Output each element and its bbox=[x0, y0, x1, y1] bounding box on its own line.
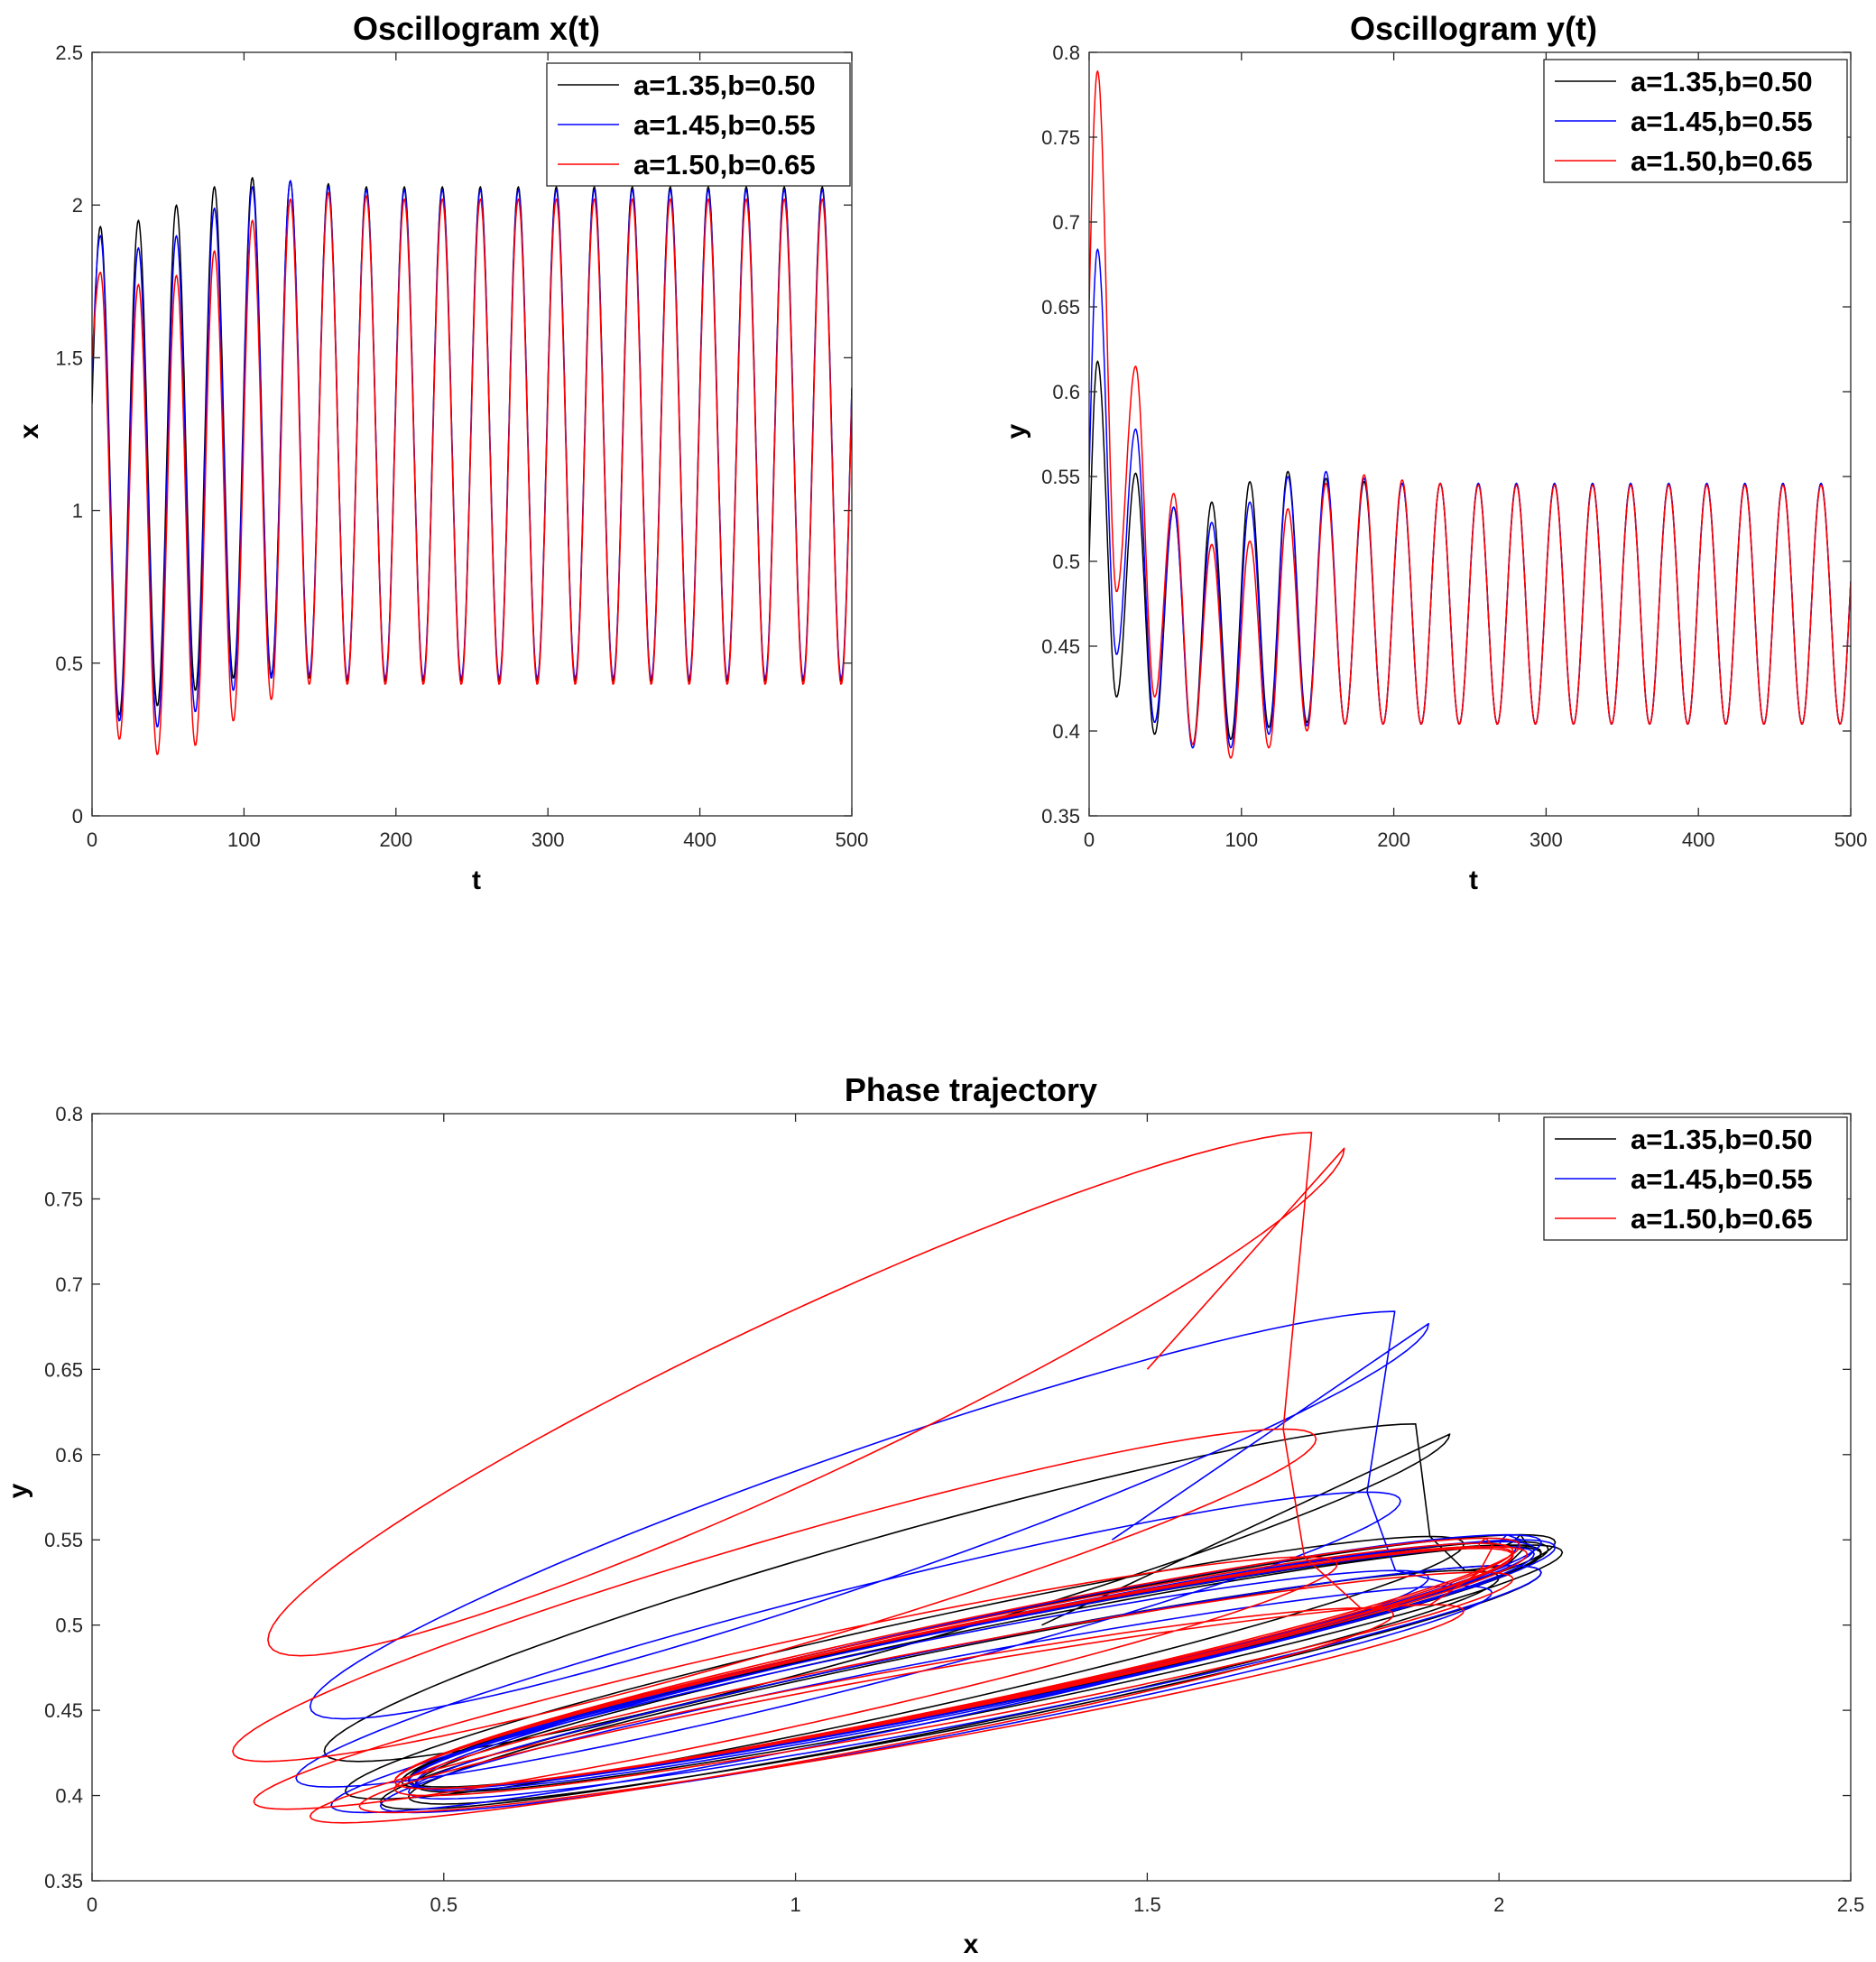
oscillogram-x-ylabel: x bbox=[14, 423, 44, 439]
x-tick-label: 400 bbox=[683, 828, 716, 851]
y-tick-label: 0.35 bbox=[44, 1870, 83, 1893]
legend-label-1: a=1.35,b=0.50 bbox=[1631, 1124, 1813, 1155]
y-tick-label: 0.5 bbox=[1052, 551, 1080, 573]
phase-trajectory-panel: Phase trajectory x y 0 0.5 1 1.5 2 2.5 0.35 0.4… bbox=[4, 1071, 1864, 1959]
y-tick-label: 0 bbox=[72, 805, 83, 828]
y-tick-label: 0.65 bbox=[44, 1358, 83, 1381]
y-tick-label: 1.5 bbox=[55, 347, 83, 369]
x-tick-label: 0 bbox=[87, 828, 97, 851]
x-tick-label: 200 bbox=[379, 828, 412, 851]
series-line-3 bbox=[232, 1132, 1529, 1824]
y-tick-label: 0.4 bbox=[1052, 720, 1080, 743]
y-tick-label: 0.45 bbox=[1041, 635, 1080, 658]
y-tick-label: 2.5 bbox=[55, 42, 83, 64]
legend-label-3: a=1.50,b=0.65 bbox=[1631, 145, 1813, 177]
series-group bbox=[92, 177, 852, 755]
y-tick-label: 0.6 bbox=[1052, 381, 1080, 403]
oscillogram-y-panel: Oscillogram y(t) t y 0 100 200 300 400 500 0.3… bbox=[1002, 10, 1867, 895]
x-tick-label: 500 bbox=[1834, 828, 1868, 851]
phase-trajectory-title: Phase trajectory bbox=[845, 1071, 1097, 1108]
y-tick-label: 0.75 bbox=[1041, 126, 1080, 149]
oscillogram-x-title: Oscillogram x(t) bbox=[353, 10, 600, 47]
y-tick-label: 0.55 bbox=[1041, 466, 1080, 488]
legend-label-1: a=1.35,b=0.50 bbox=[633, 69, 816, 101]
x-tick-label: 400 bbox=[1682, 828, 1715, 851]
oscillogram-y-title: Oscillogram y(t) bbox=[1350, 10, 1597, 47]
x-tick-label: 1.5 bbox=[1133, 1893, 1161, 1916]
x-tick-label: 2 bbox=[1493, 1893, 1504, 1916]
y-tick-label: 0.7 bbox=[55, 1273, 83, 1296]
y-tick-label: 0.6 bbox=[55, 1444, 83, 1467]
x-tick-label: 100 bbox=[227, 828, 261, 851]
x-tick-label: 300 bbox=[531, 828, 565, 851]
phase-trajectory-xlabel: x bbox=[964, 1930, 979, 1959]
legend-label-2: a=1.45,b=0.55 bbox=[1631, 106, 1813, 137]
axes-box bbox=[91, 1113, 1852, 1882]
y-tick-label: 0.8 bbox=[1052, 42, 1080, 64]
oscillogram-x-xlabel: t bbox=[472, 865, 481, 895]
y-tick-label: 0.55 bbox=[44, 1529, 83, 1551]
y-tick-label: 0.8 bbox=[55, 1103, 83, 1125]
x-tick-label: 1 bbox=[790, 1893, 800, 1916]
y-tick-label: 0.45 bbox=[44, 1699, 83, 1722]
y-tick-label: 0.5 bbox=[55, 1615, 83, 1637]
axes-box bbox=[1088, 51, 1852, 817]
legend-label-1: a=1.35,b=0.50 bbox=[1631, 66, 1813, 97]
y-tick-label: 0.7 bbox=[1052, 211, 1080, 234]
x-tick-label: 500 bbox=[836, 828, 869, 851]
oscillogram-y-ylabel: y bbox=[1002, 423, 1031, 439]
y-tick-label: 0.4 bbox=[55, 1785, 83, 1808]
x-tick-label: 0.5 bbox=[430, 1893, 458, 1916]
x-tick-label: 0 bbox=[87, 1893, 97, 1916]
y-tick-label: 1 bbox=[72, 500, 83, 523]
y-tick-label: 2 bbox=[72, 194, 83, 217]
legend-label-3: a=1.50,b=0.65 bbox=[1631, 1203, 1813, 1235]
legend-label-2: a=1.45,b=0.55 bbox=[1631, 1163, 1813, 1195]
axes-box bbox=[91, 51, 853, 817]
x-tick-label: 0 bbox=[1084, 828, 1095, 851]
x-tick-label: 100 bbox=[1224, 828, 1258, 851]
series-line-3 bbox=[92, 191, 852, 755]
oscillogram-y-xlabel: t bbox=[1469, 865, 1478, 895]
x-tick-label: 200 bbox=[1377, 828, 1410, 851]
legend-label-3: a=1.50,b=0.65 bbox=[633, 149, 816, 180]
legend-label-2: a=1.45,b=0.55 bbox=[633, 109, 816, 141]
y-tick-label: 0.35 bbox=[1041, 805, 1080, 828]
phase-trajectory-ylabel: y bbox=[4, 1483, 33, 1498]
series-group bbox=[1089, 69, 1851, 759]
legend: a=1.35,b=0.50 a=1.45,b=0.55 a=1.50,b=0.65 bbox=[1543, 1116, 1848, 1241]
x-tick-label: 2.5 bbox=[1837, 1893, 1865, 1916]
series-line-3 bbox=[1089, 69, 1851, 759]
series-group bbox=[232, 1132, 1564, 1824]
plot-area bbox=[92, 1114, 1851, 1881]
y-tick-label: 0.65 bbox=[1041, 296, 1080, 319]
x-tick-label: 300 bbox=[1529, 828, 1563, 851]
legend: a=1.35,b=0.50 a=1.45,b=0.55 a=1.50,b=0.65 bbox=[1543, 59, 1848, 183]
legend: a=1.35,b=0.50 a=1.45,b=0.55 a=1.50,b=0.65 bbox=[546, 62, 851, 187]
y-tick-label: 0.75 bbox=[44, 1188, 83, 1210]
y-tick-label: 0.5 bbox=[55, 652, 83, 675]
oscillogram-x-panel: Oscillogram x(t) t x 0 100 200 300 400 500 0 0.… bbox=[14, 10, 868, 895]
